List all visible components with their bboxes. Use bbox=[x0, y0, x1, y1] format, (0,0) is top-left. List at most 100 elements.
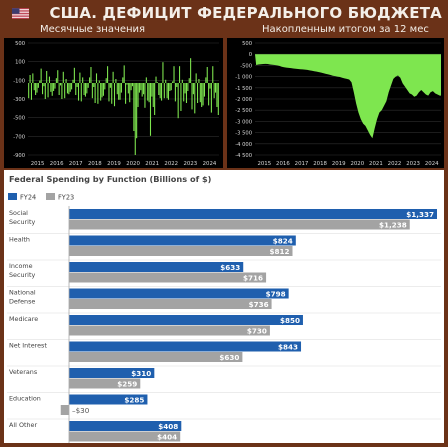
monthly-bar bbox=[126, 83, 128, 85]
spending-bar bbox=[69, 431, 181, 442]
monthly-bar bbox=[177, 83, 179, 119]
monthly-bar bbox=[125, 83, 127, 104]
monthly-bar bbox=[179, 66, 181, 83]
y-tick-label: 500 bbox=[15, 41, 25, 47]
monthly-bar bbox=[75, 83, 77, 95]
monthly-bar bbox=[112, 71, 114, 83]
monthly-chart-panel: 500 100 -100 -300 -500 -700 -900 2015 2016 2017 20… bbox=[4, 38, 223, 168]
monthly-bar bbox=[144, 83, 146, 108]
category-label: Defense bbox=[9, 298, 35, 306]
spending-bar bbox=[69, 325, 270, 336]
monthly-bar bbox=[206, 67, 208, 83]
y-tick-label: 0 bbox=[249, 52, 252, 58]
y-tick-label: -300 bbox=[13, 97, 25, 103]
monthly-bar bbox=[108, 83, 110, 102]
monthly-bar bbox=[107, 66, 109, 83]
legend-label: FY24 bbox=[20, 194, 36, 202]
category-label: Education bbox=[9, 395, 41, 403]
bar-value-label: $812 bbox=[269, 247, 289, 256]
monthly-bar bbox=[174, 83, 176, 102]
legend-label: FY23 bbox=[58, 194, 74, 202]
spending-bar bbox=[69, 209, 437, 219]
monthly-bar bbox=[130, 83, 132, 91]
monthly-bar bbox=[191, 83, 193, 110]
bar-value-label: $285 bbox=[124, 395, 144, 404]
monthly-bar bbox=[159, 83, 161, 99]
header: США. ДЕФИЦИТ ФЕДЕРАЛЬНОГО БЮДЖЕТА bbox=[6, 2, 442, 24]
monthly-bar bbox=[90, 67, 92, 83]
y-tick-label: -3 500 bbox=[235, 131, 252, 137]
spending-chart-title: Federal Spending by Function (Billions o… bbox=[9, 174, 212, 184]
monthly-bar bbox=[190, 58, 192, 83]
spending-bar bbox=[69, 421, 182, 431]
cumulative-chart: 500 0 -500 -1 000 -1 500 -2 000 -2 500 -3 000 -3… bbox=[235, 41, 441, 167]
x-tick-label: 2020 bbox=[350, 161, 364, 167]
spending-bar bbox=[69, 219, 410, 230]
monthly-bar bbox=[98, 80, 100, 83]
spending-bar bbox=[69, 368, 155, 378]
monthly-bar bbox=[149, 83, 152, 136]
monthly-bar bbox=[216, 83, 218, 107]
bar-value-label: $716 bbox=[243, 273, 263, 282]
monthly-bar bbox=[97, 83, 99, 104]
monthly-bar bbox=[93, 83, 95, 87]
monthly-bar bbox=[165, 79, 167, 83]
monthly-bar bbox=[198, 79, 200, 83]
monthly-chart-title: Месячные значения bbox=[40, 24, 146, 35]
category-label: Net Interest bbox=[9, 342, 47, 350]
monthly-bar bbox=[187, 83, 189, 91]
monthly-bar bbox=[138, 83, 140, 93]
monthly-bar bbox=[167, 83, 170, 100]
x-tick-label: 2019 bbox=[107, 161, 121, 167]
bar-value-label: $736 bbox=[249, 300, 269, 309]
monthly-bar bbox=[123, 65, 125, 83]
monthly-bar bbox=[58, 83, 60, 95]
monthly-bar bbox=[209, 83, 211, 89]
y-tick-label: 500 bbox=[242, 41, 252, 47]
monthly-bar bbox=[66, 83, 68, 94]
monthly-bar bbox=[61, 83, 63, 99]
spending-bar bbox=[69, 262, 244, 272]
bar-value-label: $259 bbox=[117, 379, 137, 388]
monthly-bar bbox=[212, 66, 214, 83]
spending-chart-panel: Federal Spending by Function (Billions o… bbox=[4, 170, 444, 446]
bar-value-label: $1,337 bbox=[406, 210, 434, 219]
x-tick-label: 2016 bbox=[50, 161, 64, 167]
x-tick-label: 2022 bbox=[388, 161, 402, 167]
monthly-bar bbox=[32, 73, 34, 83]
monthly-bar bbox=[183, 83, 185, 102]
monthly-bar bbox=[192, 83, 194, 95]
monthly-bar bbox=[109, 83, 111, 88]
cumulative-area bbox=[255, 54, 441, 139]
monthly-bar bbox=[59, 83, 62, 86]
bar-value-label: –$30 bbox=[72, 406, 90, 415]
x-tick-label: 2021 bbox=[145, 161, 159, 167]
x-tick-label: 2015 bbox=[257, 161, 271, 167]
bar-value-label: $798 bbox=[266, 289, 286, 298]
y-tick-label: -4 000 bbox=[235, 142, 252, 148]
bar-value-label: $824 bbox=[273, 236, 293, 245]
monthly-bar bbox=[95, 73, 98, 83]
spending-bar bbox=[69, 394, 148, 405]
monthly-bar bbox=[163, 83, 165, 99]
monthly-bar bbox=[166, 83, 168, 99]
monthly-bar bbox=[100, 83, 102, 101]
monthly-bar bbox=[36, 83, 38, 93]
monthly-bar bbox=[113, 83, 116, 107]
page-title: США. ДЕФИЦИТ ФЕДЕРАЛЬНОГО БЮДЖЕТА bbox=[49, 4, 442, 22]
monthly-bar bbox=[119, 83, 121, 100]
monthly-bar bbox=[154, 83, 156, 115]
cumulative-chart-panel: 500 0 -500 -1 000 -1 500 -2 000 -2 500 -3 000 -3… bbox=[227, 38, 444, 168]
monthly-bar bbox=[35, 83, 37, 95]
monthly-bar bbox=[136, 83, 138, 139]
monthly-bar bbox=[82, 77, 84, 83]
monthly-bar bbox=[80, 83, 82, 102]
bar-value-label: $730 bbox=[247, 326, 267, 335]
monthly-bar bbox=[158, 83, 160, 95]
us-flag-icon bbox=[12, 7, 30, 19]
monthly-bar bbox=[77, 83, 80, 101]
x-tick-label: 2019 bbox=[332, 161, 346, 167]
cumulative-chart-title: Накопленным итогом за 12 мес bbox=[262, 24, 429, 35]
monthly-bar bbox=[104, 83, 106, 90]
monthly-bar bbox=[203, 83, 206, 97]
